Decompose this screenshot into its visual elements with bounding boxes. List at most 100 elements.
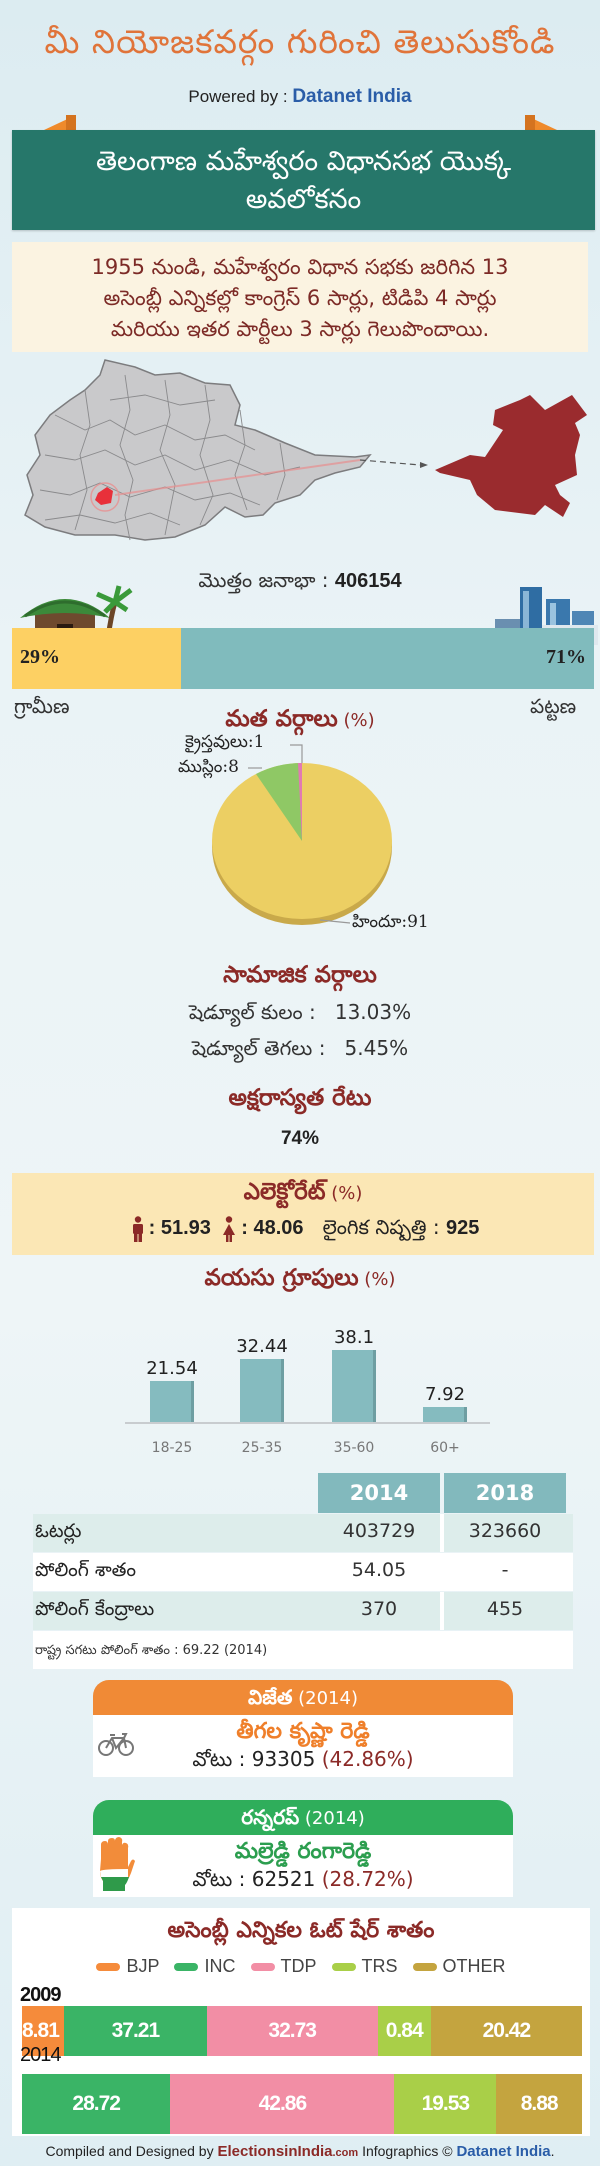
age-bar-35-60 xyxy=(332,1350,376,1422)
table-row-turnout: పోలింగ్ శాతం 54.05 - xyxy=(33,1553,573,1591)
legend-label: TDP xyxy=(280,1956,317,1976)
row-label: పోలింగ్ శాతం xyxy=(35,1559,137,1581)
female-value: : 48.06 xyxy=(241,1217,304,1239)
election-stats-table: 2014 2018 ఓటర్లు 403729 323660 పోలింగ్ శ… xyxy=(33,1473,573,1673)
st-value: 5.45% xyxy=(344,1036,409,1060)
sex-ratio-label: లైంగిక నిష్పత్తి : xyxy=(322,1215,446,1239)
legend-label: OTHER xyxy=(442,1956,506,1976)
cell-2018: - xyxy=(501,1559,509,1581)
vote-share-bar-2014: 28.72 42.86 19.53 8.88 xyxy=(22,2074,582,2134)
row-label: పోలింగ్ కేంద్రాలు xyxy=(35,1598,155,1620)
winner-body: తీగల కృష్ణా రెడ్డి వోటు : 93305 (42.86%) xyxy=(93,1715,513,1777)
age-bar-chart: 21.54 18-25 32.44 25-35 38.1 35-60 7.92 … xyxy=(100,1300,500,1470)
social-groups-title: సామాజిక వర్గాలు xyxy=(223,962,377,988)
runner-up-body: మల్రెడ్డి రంగారెడ్డి వోటు : 62521 (28.72… xyxy=(93,1835,513,1897)
legend-item-trs: TRS xyxy=(331,1956,398,1977)
age-bar-25-35 xyxy=(240,1359,284,1422)
runner-up-card: రన్నరప్ (2014) మల్రెడ్డి రంగారెడ్డి వోటు… xyxy=(93,1800,513,1897)
telangana-state-map xyxy=(24,359,428,541)
segment-inc: 37.21 xyxy=(64,2006,207,2056)
hand-icon xyxy=(100,1837,135,1891)
footer-compiled-label: Compiled and Designed by xyxy=(45,2143,218,2159)
electorate-panel: ఎలెక్టోరేట్ (%) : 51.93 : 48.06 లైంగిక న… xyxy=(12,1173,594,1255)
highlight-circle xyxy=(90,482,120,512)
pie-slice-christian xyxy=(298,762,302,841)
runner-up-year: (2014) xyxy=(299,1808,365,1829)
segment-tdp: 32.73 xyxy=(206,2006,378,2056)
history-summary: 1955 నుండి, మహేశ్వరం విధాన సభకు జరిగిన 1… xyxy=(12,242,588,352)
scheduled-tribe-row: షెడ్యూల్ తెగలు : 5.45% xyxy=(0,1036,600,1065)
segment-trs: 0.84 xyxy=(377,2006,431,2056)
population-value: 406154 xyxy=(334,570,402,592)
footer-site-tld: .com xyxy=(332,2147,359,2159)
age-title-text: వయసు గ్రూపులు xyxy=(204,1265,359,1291)
electorate-title: ఎలెక్టోరేట్ (%) xyxy=(12,1179,594,1211)
cell-2018: 323660 xyxy=(468,1520,542,1542)
legend-item-bjp: BJP xyxy=(96,1956,159,1977)
total-population: మొత్తం జనాభా : 406154 xyxy=(0,568,600,597)
powered-by-label: Powered by : xyxy=(188,87,293,106)
winner-card: విజేత (2014) తీగల కృష్ణా రెడ్డి వోటు : 9… xyxy=(93,1680,513,1777)
cell-2018: 455 xyxy=(486,1598,524,1620)
table-row-voters: ఓటర్లు 403729 323660 xyxy=(33,1514,573,1552)
religion-unit: (%) xyxy=(337,710,375,731)
footer-credits: Compiled and Designed by ElectionsinIndi… xyxy=(0,2143,600,2160)
legend-label: TRS xyxy=(361,1956,398,1976)
year-label-2014: 2014 xyxy=(20,2044,61,2066)
constituency-banner: తెలంగాణ మహేశ్వరం విధానసభ యొక్క అవలోకనం xyxy=(12,130,595,230)
segment-bjp: 8.81 xyxy=(22,2006,64,2056)
male-value: : 51.93 xyxy=(148,1217,211,1239)
segment-trs: 19.53 xyxy=(394,2074,497,2134)
scheduled-caste-row: షెడ్యూల్ కులం : 13.03% xyxy=(0,1000,600,1029)
population-split-bar: 29% 71% xyxy=(12,628,594,689)
electorate-title-text: ఎలెక్టోరేట్ xyxy=(243,1179,326,1205)
column-header-2014: 2014 xyxy=(318,1473,440,1513)
pie-label-muslim: ముస్లిం:8 xyxy=(178,757,239,777)
powered-by: Powered by : Datanet India xyxy=(0,86,600,108)
banner-line-1: తెలంగాణ మహేశ్వరం విధానసభ యొక్క xyxy=(95,146,511,177)
table-row-polling-stations: పోలింగ్ కేంద్రాలు 370 455 xyxy=(33,1592,573,1630)
constituency-shape-enlarged xyxy=(435,395,587,517)
winner-votes-pct: (42.86%) xyxy=(321,1747,414,1771)
footer-site-link[interactable]: ElectionsinIndia.com xyxy=(217,2143,358,2160)
footer-end: . xyxy=(550,2143,555,2159)
footer-infographics-label: Infographics © xyxy=(358,2143,457,2159)
year-label-2009: 2009 xyxy=(20,1984,61,2006)
age-value: 32.44 xyxy=(236,1336,288,1357)
segment-other: 20.42 xyxy=(430,2006,582,2056)
winner-header: విజేత (2014) xyxy=(93,1680,513,1715)
age-bar-60-plus xyxy=(423,1407,467,1422)
age-category: 35-60 xyxy=(333,1440,375,1456)
age-value: 38.1 xyxy=(333,1327,375,1348)
pie-label-christian: క్రైస్తవులు:1 xyxy=(185,732,265,752)
age-value: 7.92 xyxy=(424,1384,466,1405)
winner-name: తీగల కృష్ణా రెడ్డి xyxy=(236,1719,370,1744)
female-icon xyxy=(223,1215,236,1242)
cell-2014: 403729 xyxy=(342,1520,416,1542)
winner-year: (2014) xyxy=(292,1688,358,1709)
urban-pct: 71% xyxy=(545,646,586,668)
segment-tdp: 42.86 xyxy=(170,2074,395,2134)
summary-line-3: మరియు ఇతర పార్టీలు 3 సార్లు గెలుపొందాయి. xyxy=(110,317,490,341)
age-category: 25-35 xyxy=(241,1440,283,1456)
segment-other: 8.88 xyxy=(496,2074,582,2134)
religion-title-text: మత వర్గాలు xyxy=(225,706,338,732)
cell-2014: 54.05 xyxy=(351,1559,407,1581)
footer-brand-link[interactable]: Datanet India xyxy=(456,2143,551,2160)
rural-label: గ్రామీణ xyxy=(14,694,70,718)
pie-slice-muslim xyxy=(256,763,302,841)
sc-value: 13.03% xyxy=(334,1000,412,1024)
age-axis xyxy=(125,1422,490,1424)
age-category: 60+ xyxy=(430,1440,460,1456)
bicycle-icon xyxy=(98,1733,134,1756)
literacy-value: 74% xyxy=(280,1128,320,1149)
row-label: ఓటర్లు xyxy=(35,1520,82,1542)
summary-line-1: 1955 నుండి, మహేశ్వరం విధాన సభకు జరిగిన 1… xyxy=(91,255,509,279)
runner-up-votes-pct: (28.72%) xyxy=(321,1867,414,1891)
urban-label: పట్టణ xyxy=(530,694,577,718)
table-note-row: రాష్ట్ర సగటు పోలింగ్ శాతం : 69.22 (2014) xyxy=(33,1631,573,1669)
religion-title: మత వర్గాలు (%) xyxy=(0,706,600,738)
male-icon xyxy=(132,1215,143,1242)
sc-label: షెడ్యూల్ కులం : xyxy=(188,1000,316,1024)
banner-line-2: అవలోకనం xyxy=(245,184,362,215)
